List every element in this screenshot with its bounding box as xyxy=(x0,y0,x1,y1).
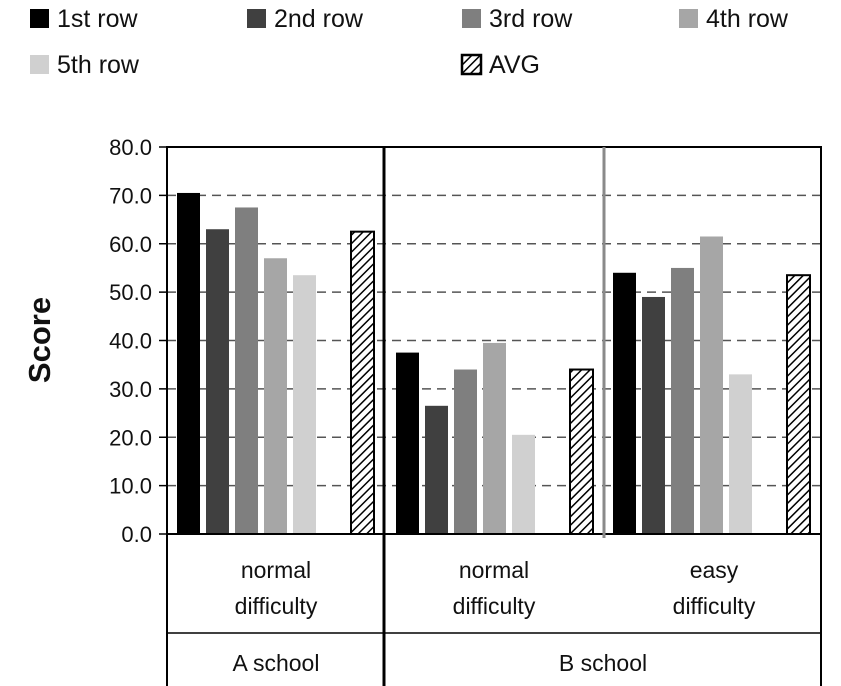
plot-border xyxy=(166,146,822,535)
legend-item: 2nd row xyxy=(247,5,364,33)
difficulty-label: easy xyxy=(690,557,739,583)
bar xyxy=(350,230,375,535)
bar xyxy=(512,434,535,534)
y-axis-label: Score xyxy=(22,297,57,383)
legend-label: 4th row xyxy=(706,5,789,33)
legend: 1st row 2nd row 3rd row 4th row 5th row AVG xyxy=(30,5,789,79)
bar xyxy=(454,369,477,534)
legend-swatch xyxy=(460,53,483,76)
school-label: B school xyxy=(559,650,647,676)
bar xyxy=(700,236,723,534)
y-axis-ticks: 0.0 10.0 20.0 30.0 40.0 50.0 60.0 70.0 80.0 xyxy=(109,135,167,547)
bars xyxy=(177,192,811,535)
bar xyxy=(729,374,752,534)
legend-item: 1st row xyxy=(30,5,139,33)
legend-label: AVG xyxy=(489,51,540,79)
legend-swatch xyxy=(30,55,49,74)
y-tick-label: 0.0 xyxy=(121,522,152,547)
legend-item: 3rd row xyxy=(462,5,573,33)
bar xyxy=(671,267,694,534)
y-tick-label: 50.0 xyxy=(109,280,152,305)
bar xyxy=(396,352,419,534)
difficulty-label: difficulty xyxy=(235,593,318,619)
bar xyxy=(177,192,200,535)
difficulty-label: difficulty xyxy=(453,593,536,619)
bar xyxy=(569,368,594,535)
y-tick-label: 70.0 xyxy=(109,183,152,208)
legend-item: 4th row xyxy=(679,5,789,33)
y-tick-label: 20.0 xyxy=(109,425,152,450)
legend-label: 3rd row xyxy=(489,5,573,33)
y-tick-label: 40.0 xyxy=(109,329,152,354)
y-tick-label: 80.0 xyxy=(109,135,152,160)
difficulty-label: normal xyxy=(241,557,311,583)
y-tick-label: 30.0 xyxy=(109,377,152,402)
bar xyxy=(642,296,665,534)
legend-swatch xyxy=(462,9,481,28)
legend-swatch xyxy=(30,9,49,28)
school-label: A school xyxy=(233,650,320,676)
bar xyxy=(613,272,636,534)
difficulty-label: normal xyxy=(459,557,529,583)
bar xyxy=(206,229,229,535)
bar xyxy=(293,275,316,534)
legend-item: AVG xyxy=(460,51,540,79)
legend-label: 2nd row xyxy=(274,5,364,33)
y-tick-label: 10.0 xyxy=(109,474,152,499)
bar xyxy=(483,342,506,534)
legend-swatch xyxy=(247,9,266,28)
bar xyxy=(786,274,811,535)
plot-frame xyxy=(166,146,822,686)
y-tick-label: 60.0 xyxy=(109,232,152,257)
legend-label: 1st row xyxy=(57,5,139,33)
legend-swatch xyxy=(679,9,698,28)
legend-label: 5th row xyxy=(57,51,140,79)
difficulty-label: difficulty xyxy=(673,593,756,619)
category-labels: normal difficulty normal difficulty easy diff… xyxy=(233,557,756,676)
legend-item: 5th row xyxy=(30,51,140,79)
bar xyxy=(425,405,448,534)
bar xyxy=(264,258,287,534)
bar xyxy=(235,207,258,534)
